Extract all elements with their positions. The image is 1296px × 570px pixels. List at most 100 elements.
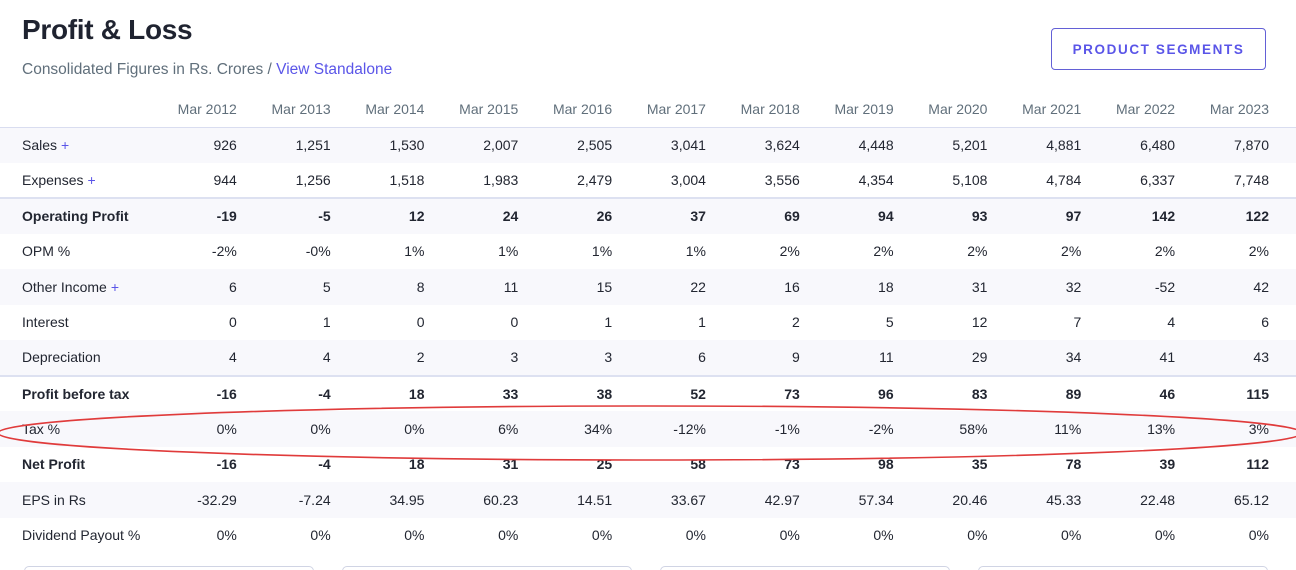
row-label-cell: OPM %: [0, 234, 170, 270]
row-label: Tax %: [22, 420, 61, 437]
table-row: Dividend Payout % 0% 0% 0% 0% 0% 0% 0% 0% 0% 0% 0% 0…: [0, 518, 1296, 554]
table-cell: 122: [1202, 197, 1296, 234]
table-cell: 0%: [216, 420, 237, 437]
table-cell: 0%: [404, 420, 425, 437]
product-segments-button[interactable]: PRODUCT SEGMENTS: [1051, 28, 1266, 70]
table-cell: 34%: [584, 420, 613, 437]
table-cell: 0%: [1061, 527, 1082, 544]
table-cell: 7: [1073, 314, 1082, 331]
table-cell: 6%: [498, 420, 519, 437]
table-cell: 1%: [591, 243, 613, 260]
table-cell: 22.48: [1140, 491, 1176, 508]
view-standalone-link[interactable]: View Standalone: [276, 61, 393, 78]
column-header: Mar 2016: [545, 91, 640, 128]
table-cell: 3%: [1248, 420, 1269, 437]
table-cell: 38: [545, 374, 640, 411]
table-cell: 1: [604, 314, 613, 331]
table-cell: 0%: [1154, 527, 1176, 544]
table-cell: 93: [920, 197, 1015, 234]
column-header: Mar 2019: [826, 91, 921, 128]
table-cell: 0%: [404, 527, 425, 544]
row-label: OPM %: [22, 243, 71, 260]
table-row: Depreciation 4 4 2 3 3 6 9 11 29 34 41 43: [0, 340, 1296, 376]
table-row[interactable]: Expenses +944 1,256 1,518 1,983 2,479 3,004 3,5…: [0, 163, 1296, 199]
column-header: Mar 2015: [451, 91, 546, 128]
table-cell: 1%: [685, 243, 706, 260]
table-row[interactable]: Other Income +6 5 8 11 15 22 16 18 31 32 -52 42: [0, 269, 1296, 305]
card-edge: [24, 566, 314, 570]
expand-plus-icon[interactable]: +: [87, 171, 96, 188]
table-cell: 0%: [310, 420, 331, 437]
table-cell: 6,337: [1140, 171, 1176, 188]
subtitle: Consolidated Figures in Rs. Crores / Vie…: [22, 61, 392, 79]
expand-plus-icon[interactable]: +: [61, 137, 70, 153]
table-row[interactable]: Sales +926 1,251 1,530 2,007 2,505 3,041 3,624 4…: [0, 127, 1296, 163]
row-label-cell: EPS in Rs: [0, 482, 170, 518]
table-cell: 98: [878, 456, 894, 473]
table-cell: 83: [920, 374, 1015, 411]
table-cell: 25: [596, 456, 613, 473]
table-cell: 58%: [959, 420, 988, 437]
table-cell: 0: [510, 314, 519, 331]
row-label: Depreciation: [22, 349, 101, 366]
table-cell: 33.67: [670, 491, 706, 508]
table-cell: 6: [229, 278, 237, 295]
table-cell: 4: [322, 349, 331, 366]
row-label-cell: Other Income +: [0, 269, 170, 305]
table-cell: 41: [1159, 349, 1176, 366]
table-cell: 3: [510, 349, 519, 366]
table-cell: 73: [732, 374, 827, 411]
expand-plus-icon[interactable]: +: [110, 278, 120, 295]
table-cell: 31: [502, 456, 519, 473]
table-cell: 31: [971, 278, 988, 295]
table-cell: -16: [216, 456, 237, 473]
row-label: Net Profit: [22, 456, 85, 473]
table-cell: 2%: [779, 243, 800, 260]
table-body: Sales +926 1,251 1,530 2,007 2,505 3,041 3,624 4…: [0, 127, 1296, 553]
table-cell: 34: [1065, 349, 1082, 366]
table-cell: 4,354: [858, 171, 894, 188]
table-row: OPM % -2% -0% 1% 1% 1% 1% 2% 2% 2% 2% 2% 2%: [0, 234, 1296, 270]
table-cell: 97: [1014, 197, 1109, 234]
table-cell: 2%: [967, 243, 988, 260]
column-header: Mar 2023: [1202, 91, 1296, 128]
table-cell: 1%: [498, 243, 519, 260]
table-cell: 58: [690, 456, 706, 473]
table-cell: 89: [1014, 374, 1109, 411]
table-cell: 7,870: [1233, 137, 1269, 153]
table-cell: 65.12: [1233, 491, 1269, 508]
table-cell: 52: [639, 374, 733, 411]
page-title: Profit & Loss: [22, 14, 193, 45]
table-cell: 1,251: [295, 137, 331, 153]
table-cell: 3,624: [764, 137, 800, 153]
table-cell: 42: [1253, 278, 1269, 295]
table-cell: 11: [879, 349, 894, 366]
table-cell: -19: [170, 197, 264, 234]
table-cell: -16: [170, 374, 264, 411]
table-cell: 12: [971, 314, 988, 331]
row-label-cell: Profit before tax: [0, 374, 170, 411]
table-row: Tax % 0% 0% 0% 6% 34% -12% -1% -2% 58% 11% 13% 3%: [0, 411, 1296, 447]
table-cell: 112: [1246, 456, 1269, 473]
row-label-cell: Sales +: [0, 127, 170, 163]
row-label: Sales: [22, 137, 58, 153]
table-cell: 2: [792, 314, 800, 331]
table-row: Operating Profit -19 -5 12 24 26 37 69 94 93 97 142…: [0, 197, 1296, 234]
card-edge: [978, 566, 1268, 570]
table-cell: 4,881: [1046, 137, 1082, 153]
table-cell: -0%: [305, 243, 331, 260]
table-cell: -32.29: [197, 491, 237, 508]
table-cell: 0: [416, 314, 425, 331]
table-cell: 142: [1108, 197, 1203, 234]
table-cell: 8: [416, 278, 425, 295]
row-label-cell: Net Profit: [0, 447, 170, 483]
subtitle-text: Consolidated Figures in Rs. Crores /: [22, 61, 277, 78]
table-cell: 1,518: [389, 171, 425, 188]
card-edge: [660, 566, 950, 570]
table-cell: 2%: [1248, 243, 1269, 260]
header: Profit & Loss: [22, 14, 193, 46]
row-label: Expenses: [22, 171, 84, 188]
row-label-cell: Depreciation: [0, 340, 170, 376]
table-cell: 6: [698, 349, 706, 366]
table-cell: 37: [639, 197, 733, 234]
